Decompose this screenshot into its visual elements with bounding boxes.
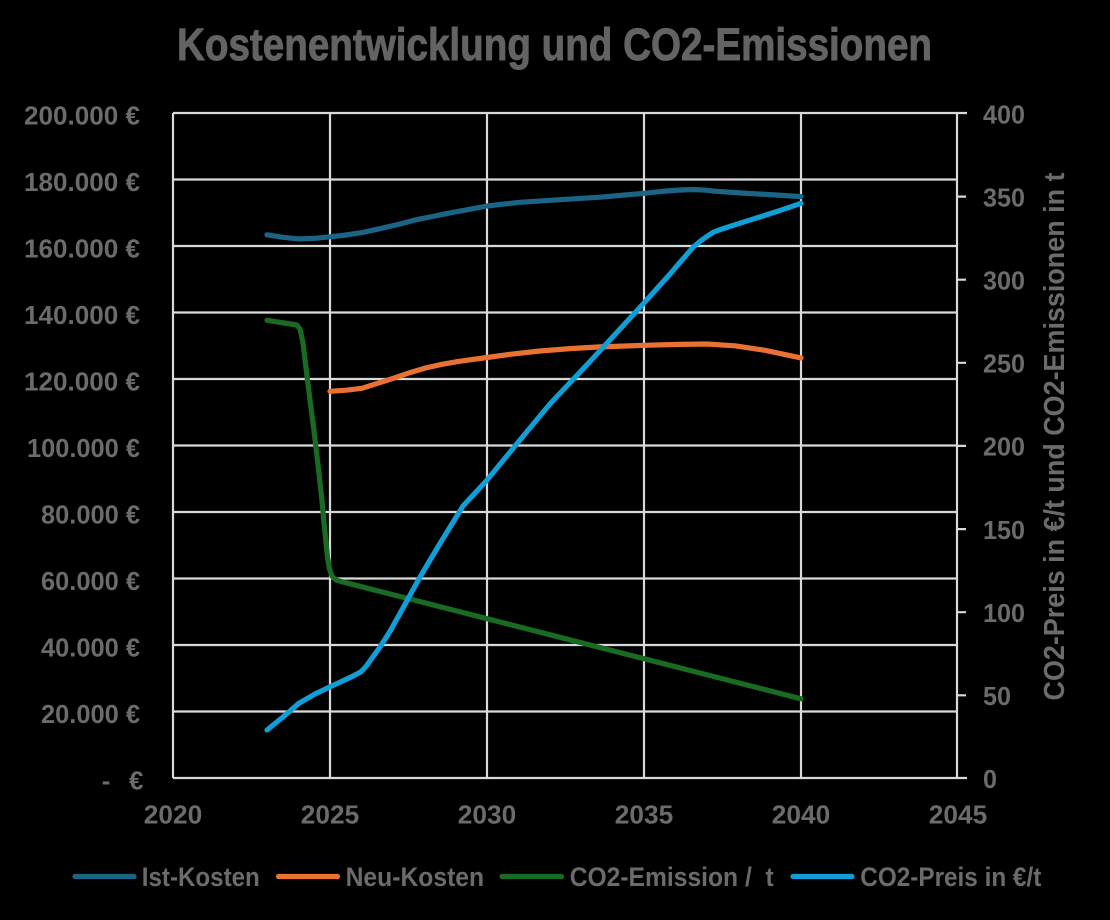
svg-text:400: 400 [983,99,1025,129]
svg-text:60.000 €: 60.000 € [41,566,140,596]
svg-text:2045: 2045 [929,799,987,829]
svg-text:2030: 2030 [458,799,516,829]
svg-text:350: 350 [983,182,1025,212]
svg-text:50: 50 [983,681,1011,711]
svg-text:-: - [102,766,111,796]
svg-text:200.000 €: 200.000 € [24,101,140,131]
svg-text:CO2-Preis in €/t: CO2-Preis in €/t [860,862,1041,892]
svg-text:100.000 €: 100.000 € [27,433,140,463]
svg-text:80.000 €: 80.000 € [41,500,140,530]
svg-text:150: 150 [983,515,1025,545]
svg-text:180.000 €: 180.000 € [24,167,140,197]
svg-text:Neu-Kosten: Neu-Kosten [346,862,485,892]
svg-text:20.000 €: 20.000 € [41,699,140,729]
svg-text:200: 200 [983,432,1025,462]
svg-text:2040: 2040 [772,799,830,829]
svg-text:250: 250 [983,349,1025,379]
svg-text:Kostenentwicklung und CO2-Emis: Kostenentwicklung und CO2-Emissionen [177,19,932,70]
svg-text:120.000 €: 120.000 € [24,367,140,397]
svg-text:Ist-Kosten: Ist-Kosten [142,862,260,892]
svg-text:300: 300 [983,266,1025,296]
svg-text:160.000 €: 160.000 € [24,234,140,264]
svg-text:CO2-Preis in €/t und CO2-Emiss: CO2-Preis in €/t und CO2-Emissionen in t [1039,172,1071,700]
svg-text:140.000 €: 140.000 € [24,300,140,330]
svg-text:2035: 2035 [615,799,673,829]
svg-text:40.000 €: 40.000 € [41,633,140,663]
svg-text:0: 0 [983,764,997,794]
svg-text:€: € [129,766,143,796]
svg-text:2020: 2020 [144,799,202,829]
svg-text:CO2-Emission / t: CO2-Emission / t [570,862,774,892]
svg-text:2025: 2025 [301,799,359,829]
svg-text:100: 100 [983,598,1025,628]
